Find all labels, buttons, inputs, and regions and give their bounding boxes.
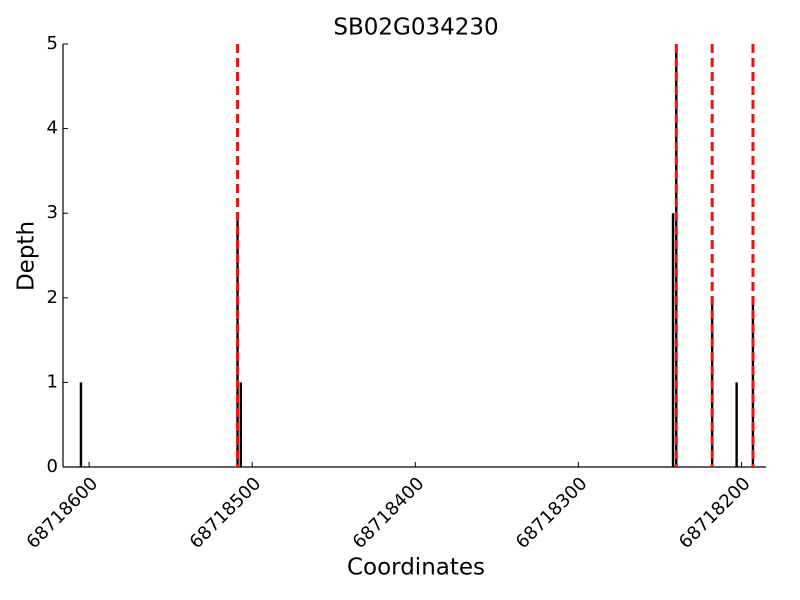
- y-tick-label: 3: [47, 202, 58, 223]
- x-tick-label: 68718500: [186, 473, 266, 553]
- y-tick-label: 2: [47, 287, 58, 308]
- y-tick-label: 1: [47, 371, 58, 392]
- y-axis-label: Depth: [14, 221, 40, 291]
- x-axis-label: Coordinates: [347, 555, 485, 581]
- chart-title: SB02G034230: [333, 15, 498, 41]
- x-tick-label: 68718600: [23, 473, 103, 553]
- bar: [671, 213, 675, 467]
- y-tick-label: 0: [47, 456, 58, 477]
- x-tick-label: 68718400: [349, 473, 429, 553]
- y-tick-label: 4: [47, 118, 58, 139]
- x-tick-label: 68718200: [675, 473, 755, 553]
- bar: [239, 382, 242, 467]
- y-tick-label: 5: [47, 33, 58, 54]
- x-tick-label: 68718300: [512, 473, 592, 553]
- bar: [79, 382, 83, 467]
- bar: [735, 382, 738, 467]
